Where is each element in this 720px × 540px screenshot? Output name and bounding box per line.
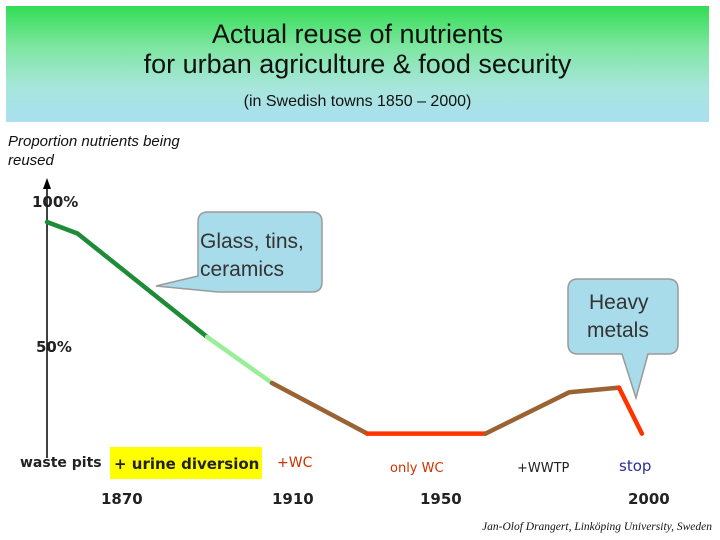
callout-heavy-line-1: Heavy	[589, 291, 649, 314]
y-axis-arrow	[43, 178, 51, 189]
urine-diversion-highlight	[110, 447, 262, 479]
y-tick-100: 100%	[32, 193, 79, 211]
x-tick-1910: 1910	[272, 490, 314, 508]
callout-heavy-metals	[567, 278, 679, 401]
series-line-segment-6	[616, 385, 645, 436]
stage-stop: stop	[619, 457, 652, 475]
y-axis-label: Proportion nutrients being reused	[8, 133, 180, 169]
subtitle: (in Swedish towns 1850 – 2000)	[243, 93, 472, 110]
stage-waste-pits: waste pits	[20, 455, 102, 471]
series-line-segment-5	[483, 385, 622, 436]
x-tick-1870: 1870	[101, 490, 143, 508]
stage-wc: +WC	[277, 455, 313, 471]
callout-glass-line-2: ceramics	[200, 258, 285, 281]
y-tick-50: 50%	[36, 338, 72, 356]
x-tick-2000: 2000	[628, 490, 670, 508]
stage-wwtp: +WWTP	[517, 461, 570, 476]
callout-glass-tins	[155, 211, 323, 293]
title-banner: Actual reuse of nutrients for urban agri…	[6, 6, 709, 122]
callout-heavy-line-2: metals	[587, 319, 649, 342]
series-line-segment-2	[204, 334, 275, 386]
stage-urine-diversion: + urine diversion	[114, 455, 260, 473]
x-tick-1950: 1950	[420, 490, 462, 508]
series-line-segment-3	[269, 380, 370, 436]
callout-glass-line-1: Glass, tins,	[200, 230, 304, 253]
series-line-segment-1	[44, 219, 210, 340]
title-line-1: Actual reuse of nutrients	[211, 19, 504, 49]
stage-only-wc: only WC	[390, 461, 444, 476]
author-credit: Jan-Olof Drangert, Linköping University,…	[482, 521, 712, 533]
title-line-2: for urban agriculture & food security	[143, 49, 572, 79]
